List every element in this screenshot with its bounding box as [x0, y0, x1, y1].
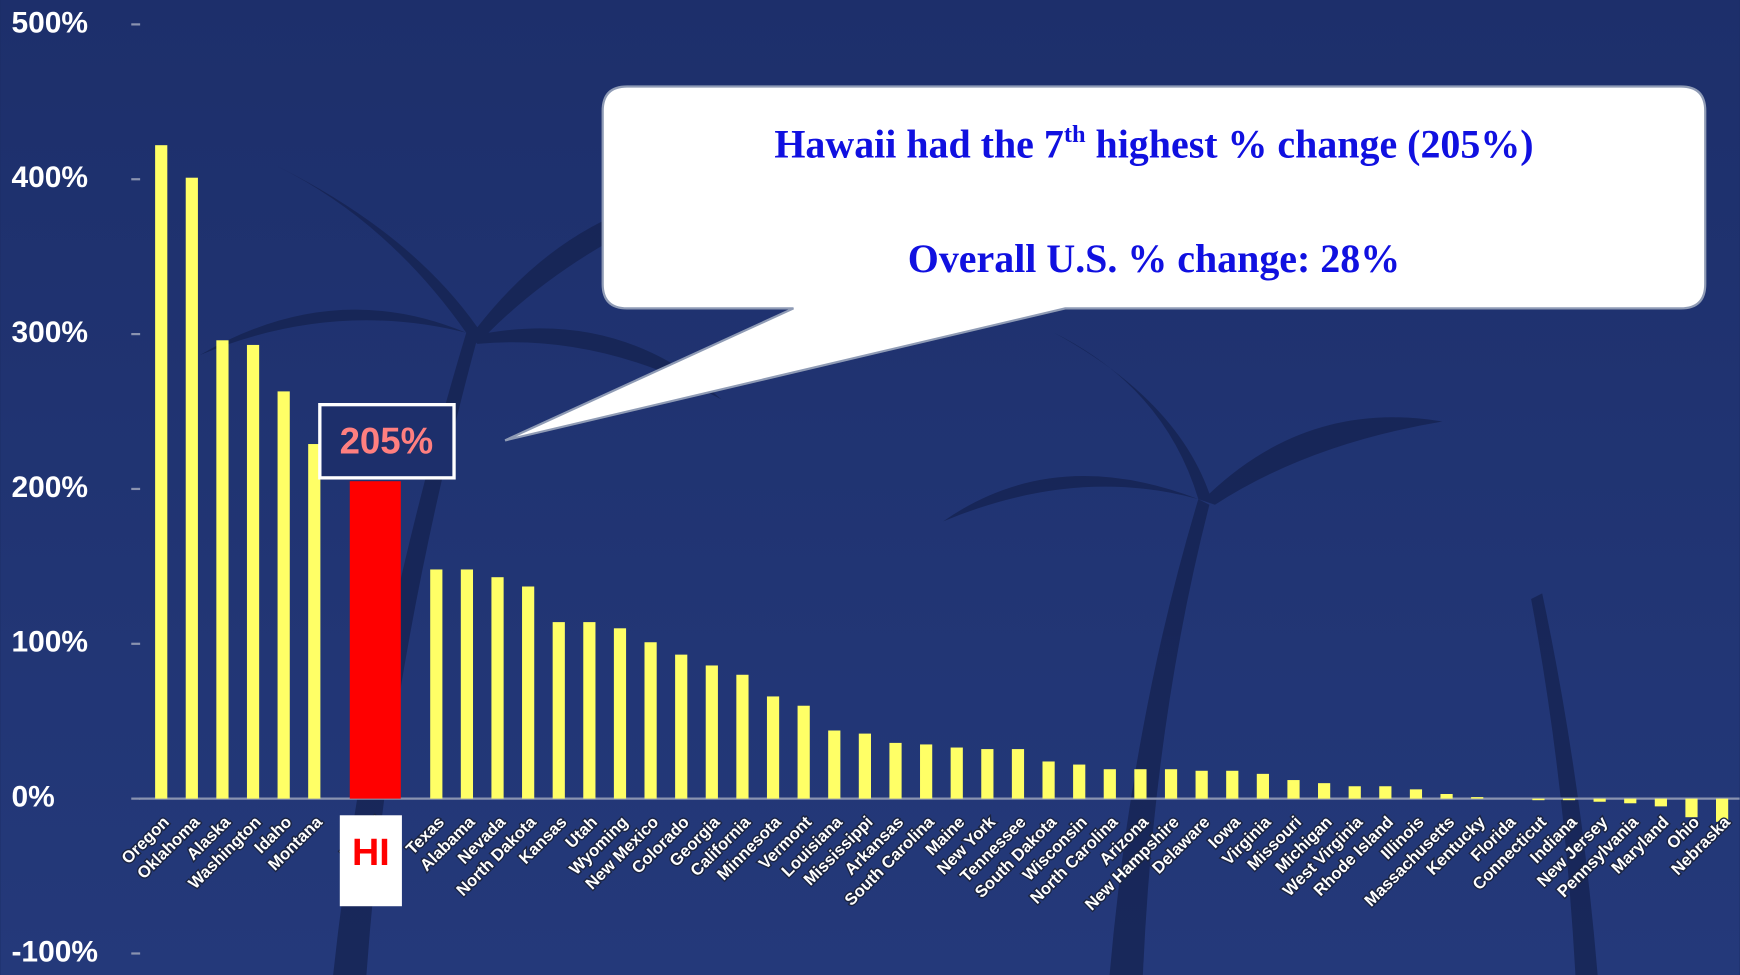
bar: [522, 586, 535, 799]
bar: [1134, 769, 1147, 799]
bar: [889, 742, 902, 799]
highlight-label: HI: [352, 831, 390, 873]
bar: [644, 642, 657, 799]
bar: [1654, 798, 1667, 807]
bar: [1195, 770, 1208, 799]
y-tick-label: 100%: [11, 626, 88, 659]
value-label: 205%: [340, 420, 434, 461]
bar: [1379, 786, 1392, 799]
bar: [552, 622, 565, 799]
bar: [1471, 797, 1484, 799]
callout-superscript: th: [1064, 121, 1086, 148]
bar: [1164, 769, 1178, 799]
bar: [1440, 793, 1453, 799]
bar: [430, 569, 443, 799]
bar: [950, 747, 963, 799]
bar: [308, 444, 321, 799]
callout-text: highest % change (205%): [1086, 122, 1534, 167]
bar: [736, 674, 749, 799]
callout-text: Hawaii had the 7: [774, 122, 1063, 167]
bar: [705, 665, 718, 799]
callout-line1: Hawaii had the 7th highest % change (205…: [774, 121, 1533, 167]
value-label-box: [318, 403, 456, 480]
y-tick-label: 200%: [11, 471, 88, 504]
bar: [155, 145, 168, 799]
callout-box: [504, 85, 1707, 442]
bar: [1715, 798, 1729, 822]
bar: [1287, 780, 1300, 799]
bar: [797, 705, 810, 799]
y-tick-label: 0%: [11, 781, 54, 814]
bar: [1562, 798, 1576, 801]
bar: [460, 569, 474, 799]
bar: [828, 730, 841, 799]
callout-line2: Overall U.S. % change: 28%: [908, 236, 1400, 281]
highlight-label-box: [339, 815, 402, 907]
bar: [1073, 764, 1086, 799]
bar: [216, 340, 229, 799]
bar: [277, 391, 290, 799]
bar: [1348, 786, 1361, 799]
bar: [1011, 749, 1025, 799]
bar: [981, 749, 994, 799]
bar: [858, 733, 871, 799]
bar: [491, 577, 504, 799]
highlight-bar: [349, 481, 401, 799]
bar: [1532, 798, 1545, 801]
bar: [1593, 798, 1606, 802]
bar: [920, 744, 933, 799]
palm-silhouettes: [200, 166, 1598, 975]
y-tick-label: -100%: [11, 935, 98, 968]
bar: [1318, 783, 1331, 799]
y-tick-label: 300%: [11, 316, 88, 349]
bar: [185, 177, 198, 799]
bar: [766, 696, 780, 799]
bar: [613, 628, 627, 799]
bar: [1103, 769, 1116, 799]
bar: [246, 344, 260, 799]
bar: [1685, 798, 1698, 818]
bar: [1624, 798, 1637, 804]
y-tick-label: 500%: [11, 6, 88, 39]
bar: [1042, 761, 1055, 799]
y-tick-label: 400%: [11, 161, 88, 194]
bar: [1256, 773, 1269, 799]
bar: [1409, 789, 1423, 799]
bar: [1226, 770, 1239, 799]
bar: [583, 622, 596, 799]
bar: [675, 654, 688, 799]
